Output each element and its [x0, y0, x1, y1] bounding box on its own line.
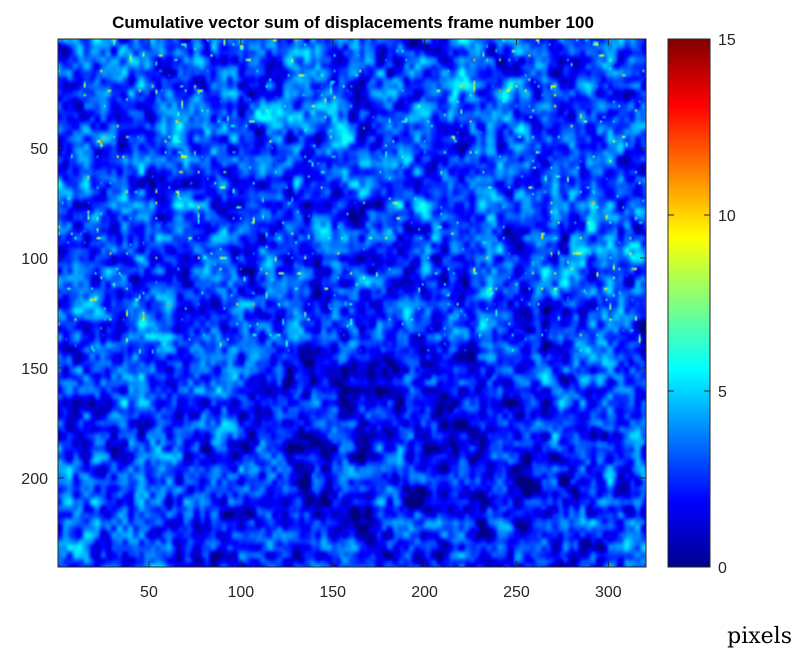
heatmap-image — [58, 39, 646, 567]
colorbar — [667, 38, 711, 568]
chart-title: Cumulative vector sum of displacements f… — [112, 13, 594, 32]
colorbar-tick-label: 0 — [718, 560, 727, 577]
y-tick-label: 150 — [21, 361, 48, 378]
x-tick-label: 100 — [227, 584, 254, 601]
x-tick-label: 300 — [595, 584, 622, 601]
x-tick-label: 250 — [503, 584, 530, 601]
y-tick-label: 100 — [21, 251, 48, 268]
colorbar-tick-label: 10 — [718, 208, 736, 225]
x-axis: 50 100 150 200 250 300 — [140, 39, 622, 601]
y-tick-label: 200 — [21, 471, 48, 488]
colorbar-tick-label: 15 — [718, 32, 736, 49]
x-tick-label: 200 — [411, 584, 438, 601]
x-tick-label: 50 — [140, 584, 158, 601]
colorbar-tick-label: 5 — [718, 384, 727, 401]
y-tick-label: 50 — [30, 141, 48, 158]
heatmap-plot-area — [58, 39, 646, 567]
x-tick-label: 150 — [319, 584, 346, 601]
unit-label: pixels — [727, 624, 792, 649]
y-axis: 50 100 150 200 — [21, 141, 646, 488]
plot-frame — [57, 38, 647, 568]
colorbar-axis: 0 5 10 15 — [668, 32, 736, 577]
